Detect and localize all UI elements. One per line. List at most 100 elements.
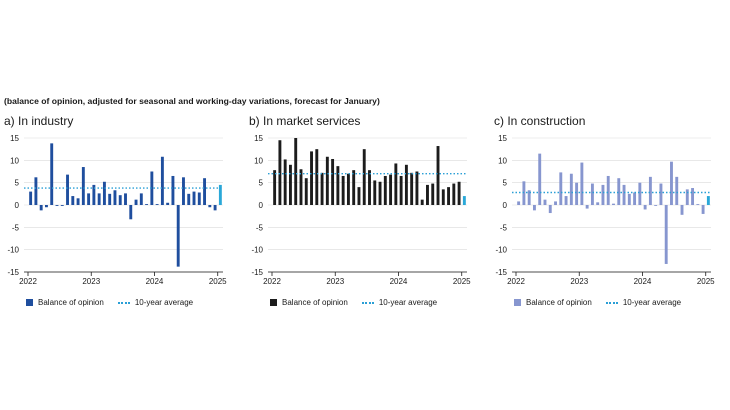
industry-xtick-label: 2023 [82, 277, 100, 286]
market-services-ytick-label: 5 [259, 179, 264, 188]
construction-bar [696, 204, 700, 205]
construction-bar [585, 205, 589, 209]
construction-bar [701, 205, 705, 214]
industry-bar [102, 181, 106, 205]
market-services-bar [436, 146, 440, 205]
market-services-bar [404, 164, 408, 205]
legend-balance-label: Balance of opinion [282, 298, 348, 307]
industry-bar [208, 205, 212, 208]
construction-bar [575, 182, 579, 205]
market-services-bar [299, 169, 303, 205]
industry-bar [50, 143, 54, 205]
construction-bar [548, 205, 552, 214]
market-services-bar [352, 170, 356, 205]
industry-ytick-label: -10 [7, 246, 19, 255]
industry-bar [176, 205, 180, 267]
industry-bar [55, 205, 59, 206]
industry-ytick-label: 10 [10, 156, 19, 165]
industry-bar [87, 193, 91, 205]
industry-bar [97, 193, 101, 205]
industry-bar [76, 198, 80, 205]
market-services-bar [410, 172, 414, 205]
industry-bar [113, 190, 117, 205]
market-services-xtick-label: 2023 [326, 277, 344, 286]
industry-bar [197, 192, 201, 205]
construction-xtick-label: 2023 [570, 277, 588, 286]
market-services-bar [310, 151, 313, 205]
industry-bar [39, 205, 43, 211]
construction-bar [612, 203, 615, 205]
construction-bar [654, 205, 658, 206]
construction-ytick-label: -10 [495, 246, 507, 255]
market-services-bar [331, 158, 335, 205]
industry-xtick-label: 2022 [19, 277, 37, 286]
legend-construction: Balance of opinion 10-year average [514, 298, 681, 307]
construction-bar [617, 178, 621, 205]
construction-bar [517, 201, 521, 205]
industry-bar [129, 205, 133, 220]
legend-average-swatch [605, 301, 618, 304]
industry-ytick-label: 15 [10, 134, 19, 143]
market-services-bar [283, 159, 287, 205]
industry-bar [139, 193, 143, 205]
construction-xtick-label: 2022 [507, 277, 525, 286]
industry-bar [60, 205, 64, 206]
construction-bar [601, 184, 605, 205]
construction-ytick-label: 5 [503, 179, 508, 188]
construction-bar [569, 173, 573, 205]
construction-bar [532, 205, 536, 211]
legend-average-label: 10-year average [134, 298, 194, 307]
construction-bar [564, 196, 568, 205]
industry-xtick-label: 2025 [209, 277, 227, 286]
market-services-bar [278, 140, 282, 205]
market-services-bar [431, 183, 435, 205]
legend-average-label: 10-year average [622, 298, 682, 307]
market-services-ytick-label: 15 [254, 134, 263, 143]
market-services-bar [288, 164, 292, 205]
industry-bar [134, 199, 138, 205]
construction-bar [675, 176, 679, 205]
industry-bar [71, 196, 75, 205]
construction-bar [559, 172, 563, 205]
industry-bar [155, 204, 159, 205]
legend-average-swatch [117, 301, 130, 304]
construction-bar [622, 184, 626, 205]
construction-bar [554, 201, 557, 205]
construction-ytick-label: 0 [503, 201, 508, 210]
market-services-bar [452, 183, 456, 205]
industry-bar [213, 205, 217, 211]
construction-bar [633, 192, 637, 205]
legend-balance-label: Balance of opinion [526, 298, 592, 307]
industry-bar [34, 177, 38, 205]
market-services-bar [394, 163, 398, 205]
construction-bar [627, 193, 631, 205]
industry-ytick-label: -15 [7, 268, 19, 277]
panel-title-market-services: b) In market services [249, 114, 361, 128]
chart-subtitle: (balance of opinion, adjusted for season… [4, 96, 380, 106]
market-services-bar [426, 184, 429, 205]
industry-forecast-bar [218, 184, 222, 205]
industry-bar [192, 191, 196, 205]
construction-bar [648, 176, 652, 205]
industry-bar [124, 193, 127, 205]
market-services-bar [441, 189, 445, 205]
industry-xtick-label: 2024 [146, 277, 164, 286]
market-services-bar [389, 174, 393, 205]
construction-bar [664, 205, 668, 264]
market-services-xtick-label: 2024 [390, 277, 408, 286]
market-services-bar [373, 180, 377, 205]
market-services-ytick-label: -15 [251, 268, 263, 277]
construction-ytick-label: -15 [495, 268, 507, 277]
market-services-bar [368, 170, 371, 205]
construction-forecast-bar [706, 196, 710, 205]
construction-ytick-label: 15 [498, 134, 507, 143]
legend-market-services: Balance of opinion 10-year average [270, 298, 437, 307]
industry-bar [29, 191, 33, 205]
market-services-forecast-bar [462, 196, 466, 205]
market-services-bar [294, 138, 298, 205]
legend-industry: Balance of opinion 10-year average [26, 298, 193, 307]
industry-ytick-label: 5 [15, 179, 20, 188]
market-services-bar [415, 171, 419, 205]
market-services-bar [362, 149, 366, 205]
construction-bar [643, 205, 647, 210]
